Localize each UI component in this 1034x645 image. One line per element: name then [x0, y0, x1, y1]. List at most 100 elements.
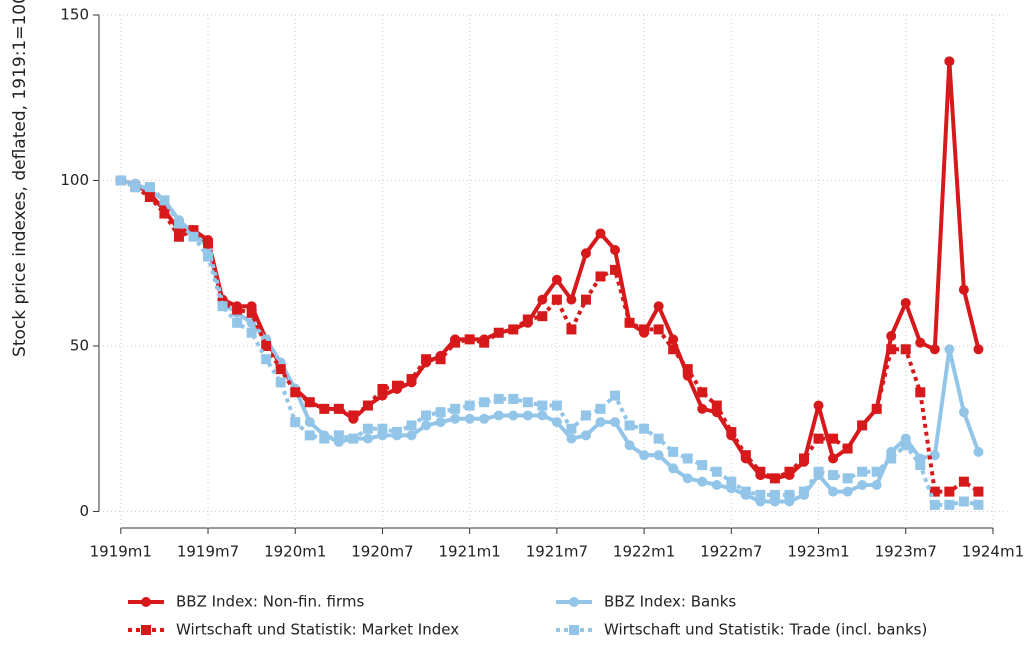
point [464, 334, 475, 345]
point [653, 433, 664, 444]
legend-swatch-marker [141, 597, 151, 607]
point [915, 337, 926, 348]
point [566, 433, 577, 444]
point [944, 486, 955, 497]
point [784, 466, 795, 477]
point [377, 423, 388, 434]
point [580, 410, 591, 421]
point [319, 403, 330, 414]
point [682, 473, 693, 484]
point [900, 297, 911, 308]
x-tick-label: 1920m7 [351, 543, 413, 561]
point [668, 463, 679, 474]
point [755, 466, 766, 477]
point [566, 324, 577, 335]
point [493, 410, 504, 421]
point [668, 446, 679, 457]
point [435, 407, 446, 418]
point [508, 324, 519, 335]
point [668, 344, 679, 355]
point [435, 417, 446, 428]
point [740, 486, 751, 497]
series-line [119, 178, 980, 494]
point [973, 344, 984, 355]
legend-label: BBZ Index: Non-fin. firms [176, 593, 365, 611]
point [551, 417, 562, 428]
point [610, 390, 621, 401]
point [929, 450, 940, 461]
x-tick-label: 1922m7 [700, 543, 762, 561]
point [639, 423, 650, 434]
y-tick-label: 100 [60, 171, 89, 189]
point [479, 413, 490, 424]
point [886, 453, 897, 464]
point [464, 400, 475, 411]
point [857, 479, 868, 490]
point [639, 450, 650, 461]
point [653, 301, 664, 312]
point [275, 364, 286, 375]
point [871, 466, 882, 477]
point [551, 400, 562, 411]
point [188, 225, 199, 236]
point [886, 344, 897, 355]
point [493, 393, 504, 404]
point [842, 443, 853, 454]
point [261, 340, 272, 351]
point [740, 450, 751, 461]
point [391, 427, 402, 438]
point [566, 423, 577, 434]
point [522, 410, 533, 421]
point [348, 433, 359, 444]
point [668, 334, 679, 345]
point [828, 433, 839, 444]
point [188, 231, 199, 242]
y-tick-label: 50 [70, 336, 89, 354]
point [406, 420, 417, 431]
point [406, 430, 417, 441]
point [537, 311, 548, 322]
point [144, 182, 155, 193]
point [973, 446, 984, 457]
point [624, 440, 635, 451]
point [203, 238, 214, 249]
legend-swatch-marker [141, 625, 151, 635]
point [624, 317, 635, 328]
point [159, 208, 170, 219]
point [537, 400, 548, 411]
point [450, 413, 461, 424]
point [653, 324, 664, 335]
point [871, 403, 882, 414]
point [522, 314, 533, 325]
point [973, 486, 984, 497]
point [915, 387, 926, 398]
point [595, 403, 606, 414]
point [857, 466, 868, 477]
point [755, 489, 766, 500]
point [828, 453, 839, 464]
x-tick-label: 1922m1 [613, 543, 675, 561]
point [813, 400, 824, 411]
point [929, 499, 940, 510]
legend-label: Wirtschaft und Statistik: Market Index [176, 621, 459, 639]
x-tick-label: 1920m1 [264, 543, 326, 561]
point [551, 294, 562, 305]
point [798, 453, 809, 464]
point [886, 331, 897, 342]
point [304, 430, 315, 441]
point [464, 413, 475, 424]
point [580, 430, 591, 441]
point [580, 294, 591, 305]
point [958, 476, 969, 487]
point [697, 460, 708, 471]
point [290, 387, 301, 398]
point [173, 231, 184, 242]
point [973, 499, 984, 510]
point [769, 489, 780, 500]
point [522, 397, 533, 408]
point [958, 496, 969, 507]
point [203, 251, 214, 262]
point [537, 410, 548, 421]
point [508, 410, 519, 421]
point [639, 324, 650, 335]
